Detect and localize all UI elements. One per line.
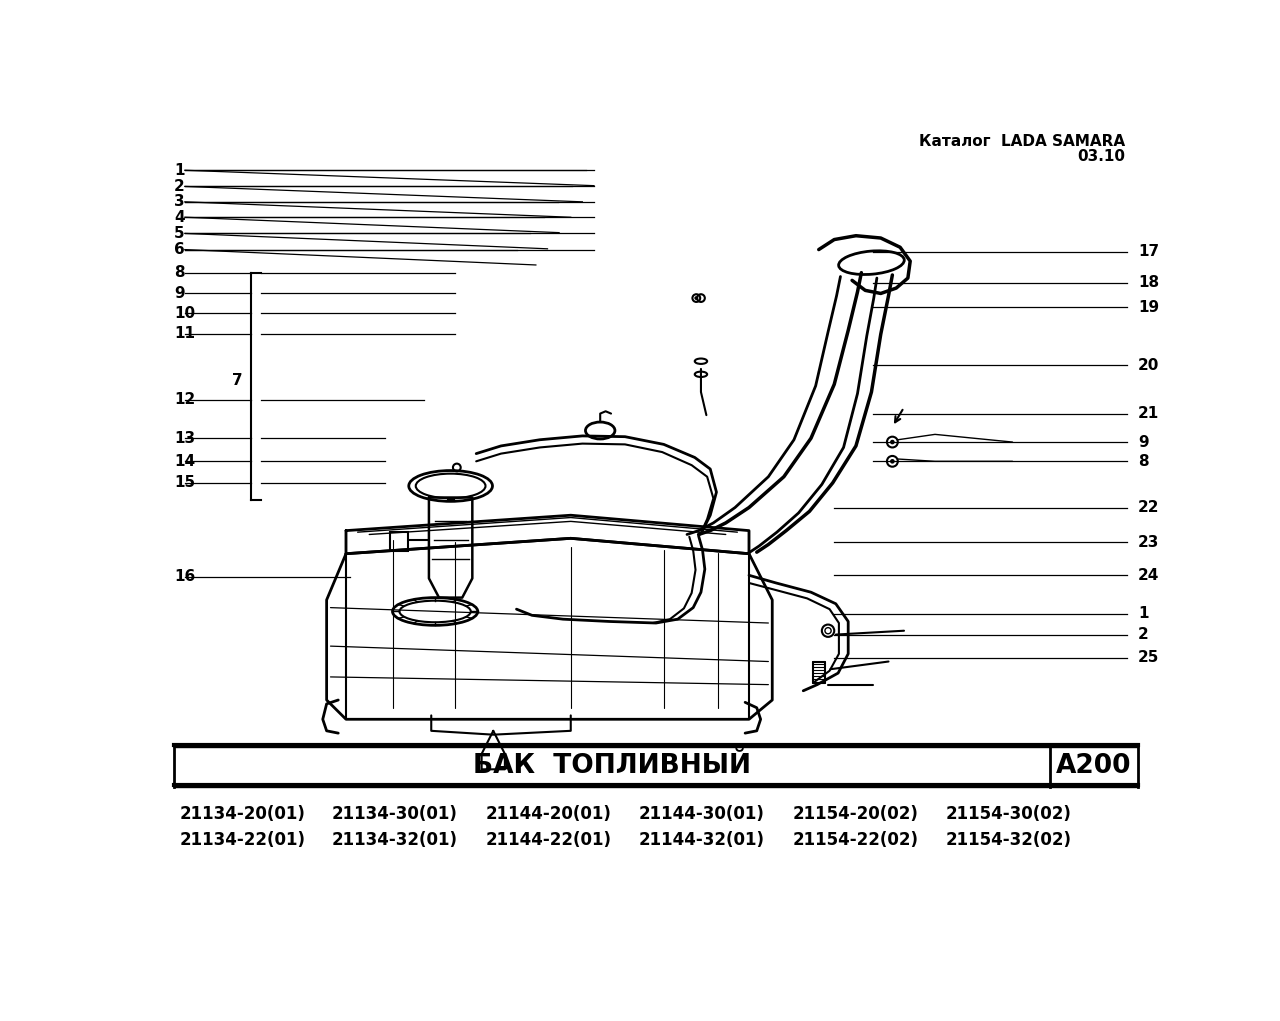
- Text: Каталог  LADA SAMARA: Каталог LADA SAMARA: [919, 134, 1125, 149]
- Bar: [390, 532, 408, 551]
- Text: 25: 25: [1138, 650, 1160, 665]
- Text: 24: 24: [1138, 568, 1160, 583]
- Text: 4: 4: [174, 209, 184, 225]
- Text: 1: 1: [1138, 606, 1148, 622]
- Text: 12: 12: [174, 392, 195, 407]
- Text: 21134-30(01): 21134-30(01): [332, 805, 458, 823]
- Text: 21144-20(01): 21144-20(01): [485, 805, 612, 823]
- Text: 21: 21: [1138, 406, 1160, 421]
- Text: 20: 20: [1138, 357, 1160, 373]
- Text: 13: 13: [174, 431, 195, 446]
- Text: 6: 6: [174, 242, 184, 257]
- Text: 9: 9: [1138, 435, 1148, 449]
- Text: 21144-22(01): 21144-22(01): [485, 831, 612, 849]
- Text: 21134-32(01): 21134-32(01): [332, 831, 458, 849]
- Text: 17: 17: [1138, 244, 1160, 259]
- Text: 15: 15: [174, 476, 195, 490]
- Text: 9: 9: [174, 286, 184, 301]
- Text: 21134-22(01): 21134-22(01): [179, 831, 306, 849]
- Text: 7: 7: [232, 373, 242, 388]
- Text: 5: 5: [174, 226, 184, 241]
- Text: 8: 8: [174, 265, 184, 280]
- Text: 23: 23: [1138, 535, 1160, 549]
- Text: 21154-32(02): 21154-32(02): [946, 831, 1071, 849]
- Text: А200: А200: [1056, 753, 1132, 779]
- Text: 2: 2: [174, 179, 184, 194]
- Text: 14: 14: [174, 453, 195, 469]
- Text: БАК  ТОПЛИВНЫЙ: БАК ТОПЛИВНЫЙ: [472, 753, 751, 779]
- Text: 21144-32(01): 21144-32(01): [639, 831, 765, 849]
- Text: 3: 3: [174, 194, 184, 209]
- Text: 21134-20(01): 21134-20(01): [179, 805, 305, 823]
- Text: 22: 22: [1138, 500, 1160, 515]
- Text: 21154-30(02): 21154-30(02): [946, 805, 1071, 823]
- Text: 21154-22(02): 21154-22(02): [792, 831, 919, 849]
- Text: 19: 19: [1138, 300, 1160, 314]
- Text: 8: 8: [1138, 453, 1148, 469]
- Circle shape: [890, 440, 895, 444]
- Text: 11: 11: [174, 326, 195, 341]
- Text: 10: 10: [174, 306, 195, 321]
- Text: 21144-30(01): 21144-30(01): [639, 805, 765, 823]
- Text: 1: 1: [174, 162, 184, 178]
- Text: 21154-20(02): 21154-20(02): [792, 805, 918, 823]
- Text: 16: 16: [174, 570, 195, 584]
- Text: 2: 2: [1138, 627, 1149, 642]
- Text: 18: 18: [1138, 276, 1160, 290]
- Circle shape: [694, 296, 698, 300]
- Circle shape: [890, 459, 895, 464]
- Text: 03.10: 03.10: [1076, 149, 1125, 163]
